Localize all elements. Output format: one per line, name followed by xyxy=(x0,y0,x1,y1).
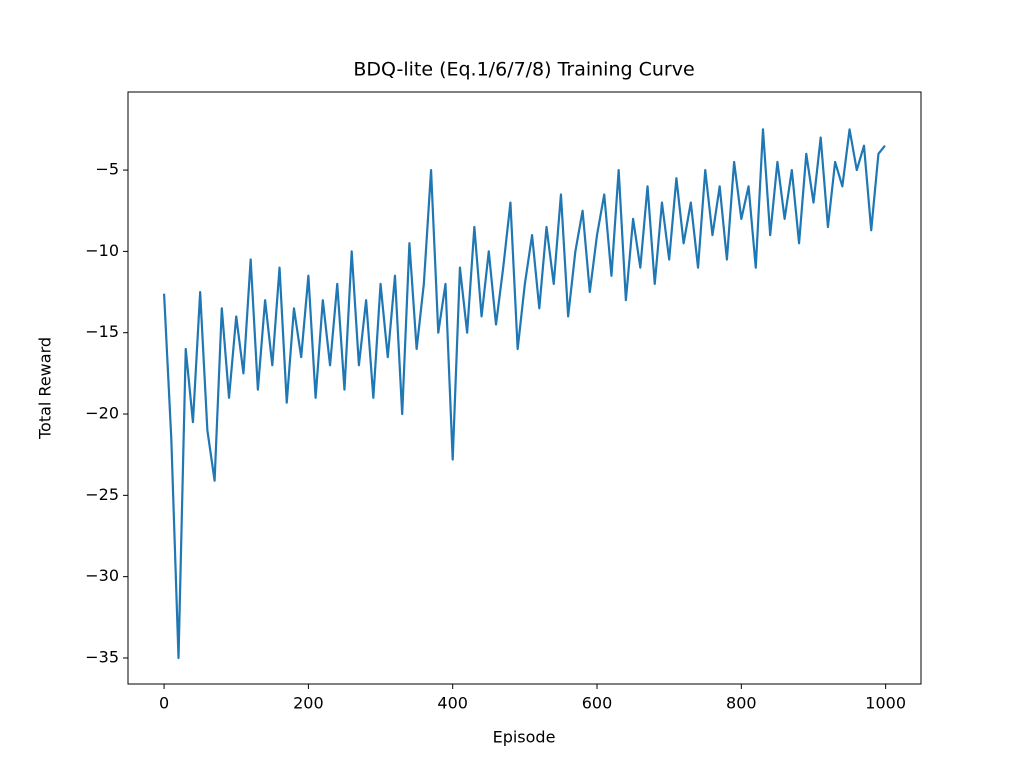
y-tick-label: −5 xyxy=(95,160,119,179)
x-tick-label: 1000 xyxy=(865,694,906,713)
chart-title: BDQ-lite (Eq.1/6/7/8) Training Curve xyxy=(353,59,694,81)
x-tick-label: 800 xyxy=(726,694,757,713)
plot-frame xyxy=(127,91,922,685)
y-tick-label: −30 xyxy=(85,566,119,585)
y-tick-label: −15 xyxy=(85,322,119,341)
x-tick-label: 0 xyxy=(159,694,169,713)
x-tick-label: 200 xyxy=(293,694,324,713)
x-axis-label: Episode xyxy=(493,728,556,747)
y-tick-label: −10 xyxy=(85,241,119,260)
x-tick-label: 600 xyxy=(582,694,613,713)
y-tick-label: −20 xyxy=(85,404,119,423)
line-series xyxy=(162,128,886,660)
x-tick-label: 400 xyxy=(437,694,468,713)
y-axis-label: Total Reward xyxy=(36,337,55,440)
y-tick-label: −25 xyxy=(85,485,119,504)
y-tick-label: −35 xyxy=(85,647,119,666)
